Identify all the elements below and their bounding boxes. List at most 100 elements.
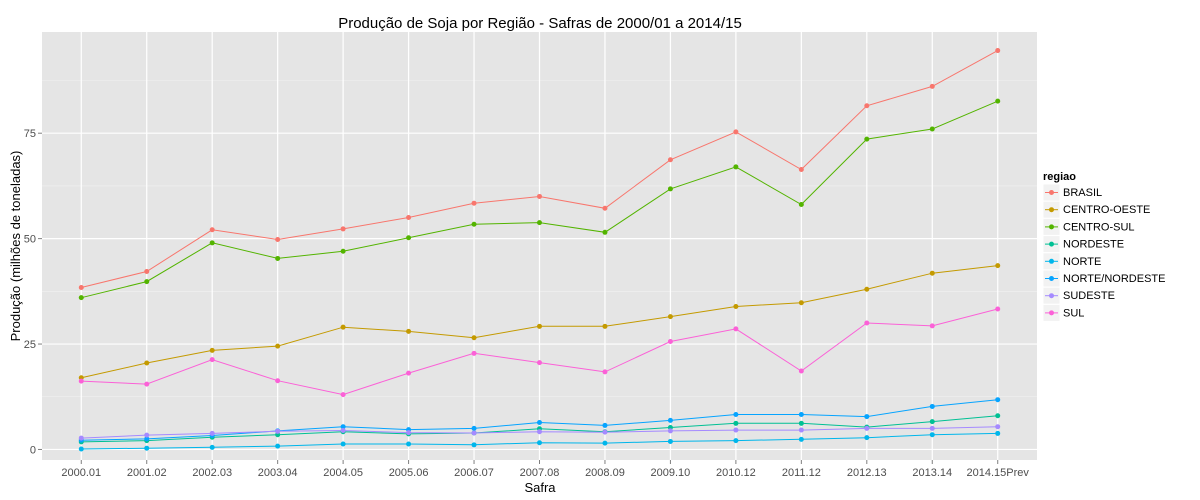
data-point-sul: [537, 360, 542, 366]
data-point-norte-nordeste: [667, 417, 673, 423]
data-point-centro-sul: [667, 186, 673, 192]
legend-key-point: [1049, 224, 1054, 230]
data-point-sudeste: [537, 429, 542, 435]
legend-label: CENTRO-OESTE: [1063, 204, 1150, 216]
legend-item-brasil: BRASIL: [1042, 183, 1102, 202]
data-point-centro-sul: [275, 255, 281, 261]
data-point-sudeste: [995, 424, 1001, 430]
data-point-centro-oeste: [798, 300, 804, 306]
data-point-sudeste: [798, 427, 804, 433]
data-point-norte-nordeste: [471, 425, 477, 431]
data-point-centro-oeste: [864, 286, 870, 292]
data-point-norte: [602, 440, 608, 446]
legend-title: regiao: [1043, 171, 1076, 183]
data-point-norte: [78, 446, 84, 452]
data-point-sudeste: [602, 429, 608, 435]
x-tick-label: 2009.10: [651, 467, 691, 479]
data-point-brasil: [209, 227, 215, 233]
legend-item-nordeste: NORDESTE: [1042, 235, 1124, 254]
data-point-brasil: [471, 200, 477, 206]
x-tick-label: 2010.12: [716, 467, 756, 479]
x-tick-label: 2012.13: [847, 467, 887, 479]
legend-key-point: [1049, 190, 1054, 195]
data-point-sul: [275, 378, 281, 384]
data-point-norte: [406, 441, 412, 447]
data-point-sudeste: [209, 430, 215, 436]
data-point-nordeste: [733, 420, 739, 426]
data-point-sul: [602, 369, 608, 375]
data-point-centro-oeste: [406, 328, 412, 334]
data-point-norte: [209, 444, 215, 450]
data-point-sudeste: [471, 430, 477, 436]
data-point-norte: [340, 441, 346, 447]
data-point-sudeste: [667, 428, 673, 434]
legend-label: NORDESTE: [1063, 239, 1124, 251]
data-point-centro-sul: [995, 98, 1001, 104]
data-point-brasil: [798, 166, 804, 172]
legend-key-point: [1049, 310, 1054, 316]
legend-label: NORTE/NORDESTE: [1063, 273, 1165, 285]
data-point-centro-oeste: [733, 304, 739, 310]
data-point-norte: [667, 438, 673, 444]
data-point-norte-nordeste: [340, 424, 346, 430]
chart-title: Produção de Soja por Região - Safras de …: [338, 15, 742, 32]
data-point-centro-oeste: [471, 335, 477, 341]
data-point-brasil: [144, 269, 150, 275]
data-point-norte-nordeste: [602, 422, 608, 428]
legend-item-centro-oeste: CENTRO-OESTE: [1042, 200, 1150, 219]
legend-item-sul: SUL: [1042, 303, 1084, 322]
x-tick-label: 2004.05: [323, 467, 363, 479]
y-tick-label: 0: [30, 444, 36, 456]
data-point-norte: [733, 438, 739, 444]
data-point-centro-sul: [209, 240, 215, 246]
data-point-norte-nordeste: [929, 403, 935, 409]
data-point-sul: [471, 350, 477, 356]
legend-items: BRASIL CENTRO-OESTE CENTRO-SUL NORDESTE NORT…: [1042, 183, 1165, 322]
legend-item-norte-nordeste: NORTE/NORDESTE: [1042, 269, 1165, 288]
data-point-sul: [798, 368, 804, 374]
data-point-centro-sul: [144, 279, 150, 285]
legend-item-centro-sul: CENTRO-SUL: [1042, 217, 1135, 236]
data-point-centro-oeste: [537, 323, 542, 329]
legend-key-point: [1049, 293, 1054, 299]
data-point-sul: [78, 378, 84, 384]
legend-label: SUDESTE: [1063, 290, 1115, 302]
data-point-brasil: [667, 157, 673, 163]
data-point-sul: [667, 339, 673, 345]
data-point-sudeste: [864, 425, 870, 431]
x-axis: 2000.01 2001.02 2002.03 2003.04 2004.05 2005.…: [61, 460, 1029, 479]
data-point-centro-sul: [471, 221, 477, 227]
data-point-sul: [733, 326, 739, 332]
x-tick-label: 2000.01: [61, 467, 101, 479]
data-point-brasil: [929, 83, 935, 89]
x-tick-label: 2011.12: [782, 467, 821, 479]
data-point-centro-sul: [537, 220, 542, 226]
y-axis: 0 25 50 75: [24, 128, 42, 456]
x-tick-label: 2002.03: [192, 467, 232, 479]
data-point-centro-oeste: [602, 323, 608, 329]
legend-label: CENTRO-SUL: [1063, 221, 1135, 233]
y-tick-label: 25: [24, 339, 36, 351]
data-point-norte: [929, 432, 935, 438]
y-axis-label: Produção (milhões de toneladas): [8, 151, 23, 342]
data-point-centro-sul: [78, 295, 84, 301]
data-point-centro-sul: [602, 229, 608, 235]
data-point-brasil: [537, 193, 542, 199]
x-tick-label: 2013.14: [912, 467, 952, 479]
data-point-brasil: [340, 226, 346, 232]
data-point-sul: [929, 323, 935, 329]
data-point-centro-sul: [340, 248, 346, 254]
legend-key-point: [1049, 258, 1054, 264]
data-point-brasil: [995, 48, 1001, 54]
legend-key-point: [1049, 276, 1054, 281]
data-point-norte: [471, 442, 477, 448]
data-point-sudeste: [340, 427, 346, 433]
data-point-centro-oeste: [995, 263, 1001, 269]
data-point-sudeste: [275, 428, 281, 434]
data-point-sudeste: [733, 427, 739, 433]
data-point-centro-oeste: [144, 360, 150, 366]
data-point-centro-oeste: [340, 324, 346, 330]
legend-item-sudeste: SUDESTE: [1042, 286, 1115, 305]
y-tick-label: 75: [24, 128, 36, 140]
x-tick-label: 2008.09: [585, 467, 625, 479]
